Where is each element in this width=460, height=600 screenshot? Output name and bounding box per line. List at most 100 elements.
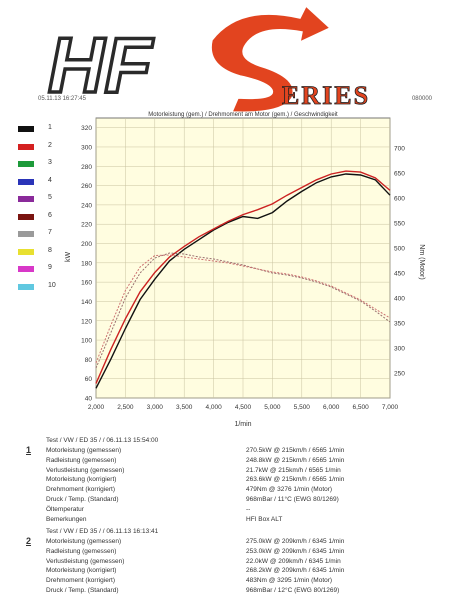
legend-label: 2 xyxy=(48,141,52,149)
result-value: 275.0kW @ 209km/h / 6345 1/min xyxy=(246,538,345,545)
x-tick-label: 7,000 xyxy=(382,404,399,411)
legend-label: 7 xyxy=(48,229,52,236)
result-key: Drehmoment (korrigiert) xyxy=(46,486,115,494)
y-right-tick-label: 500 xyxy=(394,246,405,253)
y-right-tick-label: 300 xyxy=(394,346,405,353)
result-row: Radleistung (gemessen) 248.8kW @ 215km/h … xyxy=(46,457,436,467)
result-key: Drehmoment (korrigiert) xyxy=(46,577,115,585)
result-key: Öltemperatur xyxy=(46,505,84,513)
y-right-label: Nm (Motor) xyxy=(418,244,425,279)
y-right-ticks: 250 300 350 400 450 500 550 600 650 700 xyxy=(394,146,405,378)
y-right-tick-label: 450 xyxy=(394,271,405,278)
legend-label: 10 xyxy=(48,281,56,289)
run-header: Test / VW / ED 35 / / 06.11.13 15:54:00 xyxy=(46,437,159,444)
x-tick-label: 6,500 xyxy=(352,404,369,411)
legend-label: 3 xyxy=(48,159,52,166)
result-key: Verlustleistung (gemessen) xyxy=(46,466,125,474)
grid xyxy=(95,118,391,399)
y-right-tick-label: 550 xyxy=(394,221,405,228)
legend-swatch xyxy=(18,283,34,290)
legend-item: 9 xyxy=(18,264,78,274)
legend-item: 3 xyxy=(18,159,78,169)
y-left-label: kW xyxy=(65,252,72,263)
legend-label: 9 xyxy=(48,264,52,271)
legend-item: 8 xyxy=(18,247,78,257)
result-value: 968mBar / 11°C (EWG 80/1269) xyxy=(246,496,339,503)
x-tick-label: 3,500 xyxy=(176,404,193,411)
y-left-tick-label: 160 xyxy=(81,280,92,287)
result-value: HFI Box ALT xyxy=(246,515,283,523)
result-row: Verlustleistung (gemessen) 21.7kW @ 215km… xyxy=(46,467,436,477)
legend-swatch xyxy=(18,248,34,255)
result-key: Radleistung (gemessen) xyxy=(46,547,117,555)
result-row: Motorleistung (korrigiert) 268.2kW @ 209k… xyxy=(46,567,436,577)
y-left-tick-label: 200 xyxy=(81,241,92,248)
logo-s-swoosh xyxy=(210,4,332,113)
y-left-tick-label: 300 xyxy=(81,144,92,151)
result-key: Verlustleistung (gemessen) xyxy=(46,557,125,565)
result-row: Druck / Temp. (Standard) 968mBar / 12°C (… xyxy=(46,587,436,597)
legend-swatch xyxy=(18,213,34,220)
result-key: Motorleistung (gemessen) xyxy=(46,538,122,545)
legend-item: 6 xyxy=(18,212,78,222)
result-row: Verlustleistung (gemessen) 22.0kW @ 209km… xyxy=(46,558,436,568)
y-left-tick-label: 220 xyxy=(81,222,92,229)
y-left-tick-label: 40 xyxy=(85,396,93,403)
legend-swatch xyxy=(18,161,34,167)
legend-item: 7 xyxy=(18,229,78,239)
y-right-tick-label: 600 xyxy=(394,196,405,203)
legend-label: 5 xyxy=(48,194,52,201)
legend-swatch xyxy=(18,231,34,237)
logo-series-text: ERIES xyxy=(282,81,370,110)
x-tick-label: 3,000 xyxy=(147,404,164,411)
chart-title: Motorleistung (gem.) / Drehmoment am Mot… xyxy=(148,112,338,118)
power-line-run-2 xyxy=(95,170,391,384)
legend-label: 6 xyxy=(48,211,52,219)
x-tick-label: 4,500 xyxy=(235,404,252,411)
y-right-tick-label: 700 xyxy=(394,146,405,153)
legend-swatch xyxy=(18,126,34,132)
result-value: 22.0kW @ 209km/h / 6345 1/min xyxy=(246,557,341,565)
result-key: Motorleistung (korrigiert) xyxy=(46,476,117,484)
y-right-tick-label: 350 xyxy=(394,321,405,328)
legend-item: 1 xyxy=(18,124,78,134)
run-header: Test / VW / ED 35 / / 06.11.13 16:13:41 xyxy=(46,528,159,535)
result-row: Bemerkungen HFI Box ALT xyxy=(46,516,436,526)
legend-swatch xyxy=(18,178,34,185)
run-number: 1 xyxy=(26,445,32,455)
y-left-tick-label: 260 xyxy=(81,183,92,190)
result-key: Motorleistung (korrigiert) xyxy=(46,567,117,575)
result-value: 263.6kW @ 215km/h / 6565 1/min xyxy=(246,476,345,484)
result-key: Radleistung (gemessen) xyxy=(46,456,117,464)
y-left-tick-label: 80 xyxy=(85,357,93,364)
run-number: 2 xyxy=(26,536,32,546)
legend-swatch xyxy=(18,143,34,150)
result-value: 483Nm @ 3295 1/min (Motor) xyxy=(246,577,333,585)
x-tick-label: 5,000 xyxy=(264,404,281,411)
x-tick-label: 4,000 xyxy=(205,404,222,411)
y-right-tick-label: 250 xyxy=(394,371,405,378)
y-left-tick-label: 120 xyxy=(81,318,92,325)
result-row: Motorleistung (gemessen) 275.0kW @ 209km/… xyxy=(46,538,436,548)
result-value: -- xyxy=(246,505,251,513)
x-tick-label: 5,500 xyxy=(294,404,311,411)
result-key: Druck / Temp. (Standard) xyxy=(46,587,119,594)
result-value: 968mBar / 12°C (EWG 80/1269) xyxy=(246,587,340,594)
y-left-ticks: 40 60 80 100 120 140 160 180 200 220 240 260 280 300 3… xyxy=(81,125,92,402)
result-key: Bemerkungen xyxy=(46,515,87,523)
legend-item: 10 xyxy=(18,282,78,292)
legend-label: 4 xyxy=(48,176,52,184)
dyno-chart: Motorleistung (gem.) / Drehmoment am Mot… xyxy=(65,112,425,428)
logo-hf: HF xyxy=(46,19,156,111)
result-row: Radleistung (gemessen) 253.0kW @ 209km/h … xyxy=(46,548,436,558)
result-value: 253.0kW @ 209km/h / 6345 1/min xyxy=(246,547,345,555)
result-key: Druck / Temp. (Standard) xyxy=(46,496,119,503)
result-value: 21.7kW @ 215km/h / 6565 1/min xyxy=(246,466,341,474)
y-left-tick-label: 100 xyxy=(81,338,92,345)
result-row: Drehmoment (korrigiert) 479Nm @ 3276 1/mi… xyxy=(46,486,436,496)
result-row: Öltemperatur -- xyxy=(46,506,436,516)
legend-swatch xyxy=(18,266,34,272)
result-row: Drehmoment (korrigiert) 483Nm @ 3295 1/mi… xyxy=(46,577,436,587)
legend-label: 1 xyxy=(48,124,52,131)
result-row: Motorleistung (korrigiert) 263.6kW @ 215k… xyxy=(46,476,436,486)
